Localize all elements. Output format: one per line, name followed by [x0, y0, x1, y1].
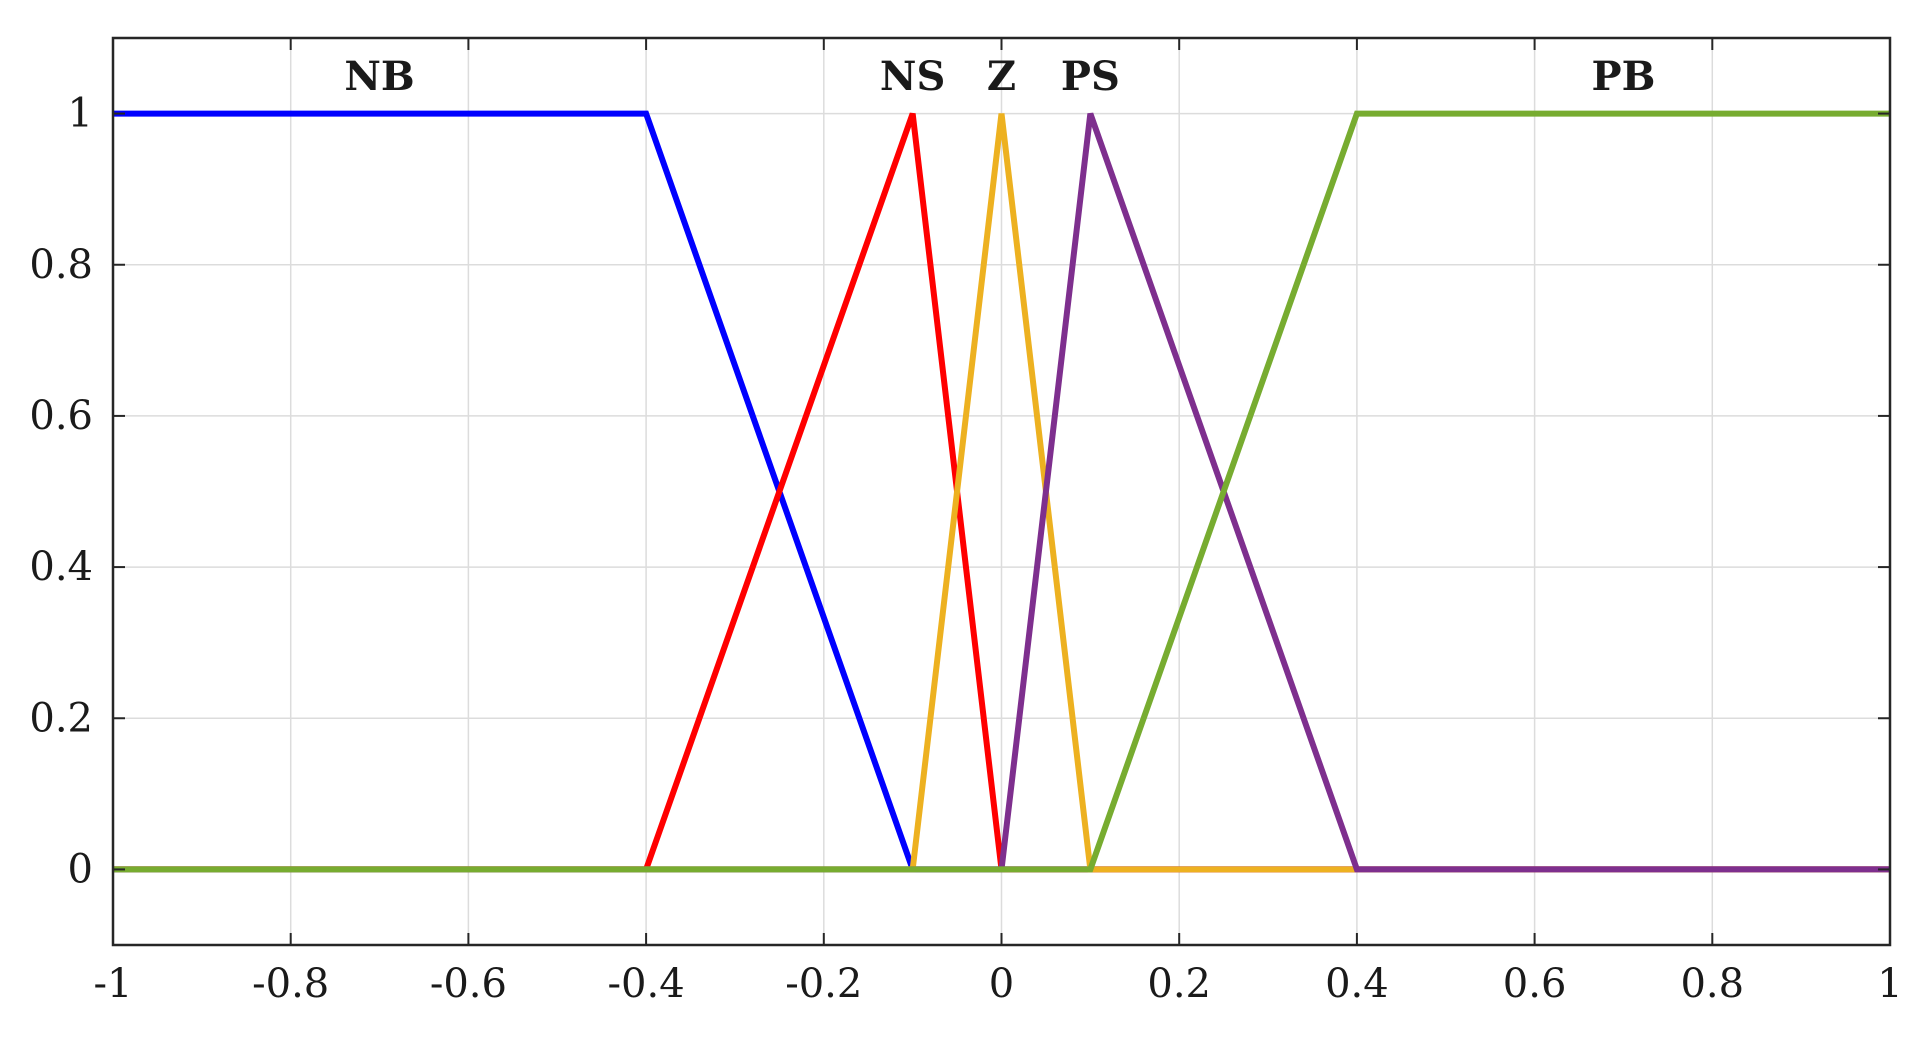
- series-label-z: Z: [987, 53, 1016, 100]
- series-label-ps: PS: [1061, 53, 1120, 100]
- x-tick-label: 0.2: [1147, 961, 1211, 1007]
- series-labels: NB NS Z PS PB: [344, 53, 1655, 100]
- x-tick-label: 0: [989, 961, 1014, 1007]
- x-tick-label: -0.6: [430, 961, 507, 1007]
- x-tick-label: -0.4: [608, 961, 685, 1007]
- x-tick-label: -0.8: [252, 961, 329, 1007]
- series-label-pb: PB: [1592, 53, 1656, 100]
- y-tick-label: 0.4: [29, 544, 93, 590]
- y-tick-label: 0.6: [29, 393, 93, 439]
- x-tick-label: 0.4: [1325, 961, 1389, 1007]
- x-tick-label: -0.2: [785, 961, 862, 1007]
- series-group: [113, 110, 1890, 873]
- series-line-pb: [113, 110, 1890, 873]
- y-tick-label: 0: [68, 846, 93, 892]
- ticks: -1 -0.8 -0.6 -0.4 -0.2 0 0.2 0.4 0.6 0.8 1 0 0.2 0.4 0…: [29, 38, 1903, 1007]
- x-tick-label: -1: [94, 961, 133, 1007]
- y-tick-label: 1: [68, 91, 93, 137]
- x-tick-label: 1: [1877, 961, 1902, 1007]
- x-tick-label: 0.8: [1680, 961, 1744, 1007]
- y-tick-label: 0.8: [29, 242, 93, 288]
- y-tick-label: 0.2: [29, 695, 93, 741]
- x-tick-label: 0.6: [1503, 961, 1567, 1007]
- series-label-ns: NS: [880, 53, 945, 100]
- series-label-nb: NB: [344, 53, 414, 100]
